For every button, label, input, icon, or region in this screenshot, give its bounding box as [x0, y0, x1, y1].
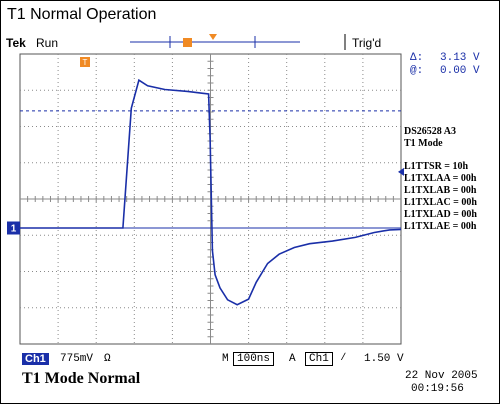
run-state: Run	[36, 36, 59, 50]
status-m-label: M	[222, 353, 229, 365]
trigger-marker-text: T	[83, 58, 88, 67]
page-title: T1 Normal Operation	[7, 6, 157, 23]
brand-label: Tek	[6, 36, 26, 50]
graticule	[19, 53, 402, 345]
capture-date: 22 Nov 2005	[405, 370, 478, 382]
channel-1-marker-icon	[7, 221, 20, 235]
trigger-marker-icon	[80, 57, 90, 67]
status-volts-div: 775mV	[60, 353, 94, 365]
caption: T1 Mode Normal	[22, 370, 141, 387]
cursor-at-value: 0.00 V	[440, 65, 480, 77]
settings-mode: T1 Mode	[404, 138, 443, 149]
register-line: L1TTSR = 10h	[404, 161, 469, 172]
status-a-label: A	[289, 353, 296, 365]
trigger-state: Trig'd	[352, 36, 382, 50]
register-line: L1TXLAD = 00h	[404, 209, 477, 220]
status-trigger-slope-icon: ∕	[340, 352, 347, 364]
scope-graphics: T 1	[7, 34, 404, 345]
status-time-div: 100ns	[233, 352, 275, 366]
trigger-position-icon	[209, 34, 217, 40]
status-trigger-channel: Ch1	[305, 352, 333, 366]
cursor-at-label: @:	[410, 65, 424, 77]
oscilloscope-screen: Tek Run Trig'd T 1 Δ: 3.13 V @: 0.00 V D…	[0, 30, 500, 404]
register-line: L1TXLAC = 00h	[404, 197, 477, 208]
status-channel-badge: Ch1	[22, 353, 49, 365]
register-line: L1TXLAB = 00h	[404, 185, 477, 196]
settings-header: DS26528 A3	[404, 126, 456, 137]
trigger-level-arrow-icon	[398, 167, 404, 176]
cursor-delta-label: Δ:	[410, 52, 424, 64]
status-trigger-level: 1.50 V	[364, 353, 404, 365]
status-impedance-icon: Ω	[104, 353, 111, 365]
record-marker-icon	[183, 38, 192, 47]
register-line: L1TXLAE = 00h	[404, 221, 477, 232]
register-line: L1TXLAA = 00h	[404, 173, 477, 184]
channel-1-marker-text: 1	[11, 224, 17, 235]
capture-time: 00:19:56	[411, 383, 464, 395]
series-ch1-trace	[20, 78, 402, 306]
cursor-delta-value: 3.13 V	[440, 52, 480, 64]
